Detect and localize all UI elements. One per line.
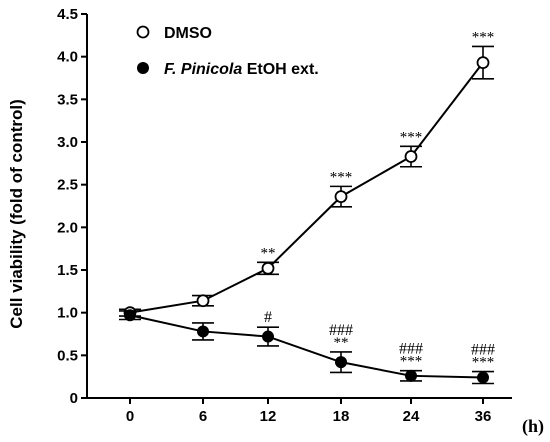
- legend-entry-dmso: DMSO: [164, 25, 212, 42]
- series-line: [129, 62, 484, 314]
- x-tick-label: 6: [199, 408, 207, 425]
- significance-label: ***: [472, 29, 495, 45]
- x-tick-label: 24: [403, 408, 420, 425]
- y-tick-label: 1.5: [57, 262, 78, 279]
- x-tick-label: 18: [333, 408, 350, 425]
- y-tick-label: 3.5: [57, 91, 78, 108]
- data-point-open: [404, 150, 418, 163]
- data-point-filled: [405, 369, 417, 382]
- y-tick-label: 0: [70, 390, 78, 407]
- x-tick-label: 12: [260, 408, 277, 425]
- hash-significance-label: #: [264, 309, 272, 326]
- hash-significance-label: ###: [471, 342, 495, 359]
- significance-label: ***: [472, 355, 495, 371]
- y-axis-label: Cell viability (fold of control): [7, 99, 26, 329]
- data-point-open: [476, 56, 490, 70]
- data-point-open: [261, 261, 275, 275]
- hash-significance-label: ###: [399, 341, 423, 358]
- data-point-filled: [262, 330, 274, 343]
- x-axis-unit: (h): [522, 416, 544, 437]
- axes: 0 0.5 1.0 1.5 2.0 2.5 3.0 3.5 4.0 4.5 0 6 12 18 24 36: [57, 6, 512, 425]
- series-line: [129, 314, 484, 379]
- legend-marker-filled-circle: [137, 62, 149, 74]
- significance-label: ***: [330, 169, 353, 185]
- significance-label: **: [334, 335, 349, 351]
- data-point-open: [334, 190, 348, 204]
- significance-label: ***: [400, 129, 423, 145]
- y-tick-label: 2.0: [57, 219, 78, 236]
- significance-label: **: [261, 245, 276, 261]
- legend-entry-extract-prefix: F. Pinicola: [164, 61, 242, 78]
- series-extract: #**###***###***###: [119, 309, 495, 385]
- legend-entry-extract-suffix: EtOH ext.: [242, 61, 318, 78]
- y-tick-label: 0.5: [57, 347, 78, 364]
- y-tick-label: 4.5: [57, 6, 78, 23]
- data-point-filled: [197, 325, 209, 338]
- legend-entry-extract: F. Pinicola EtOH ext.: [164, 61, 319, 78]
- data-point-filled: [335, 356, 347, 369]
- y-tick-label: 4.0: [57, 49, 78, 66]
- x-tick-label: 36: [475, 408, 492, 425]
- series-layer: ***********#**###***###***###: [119, 29, 495, 385]
- y-tick-label: 2.5: [57, 177, 78, 194]
- legend-marker-open-circle: [136, 25, 150, 39]
- significance-label: ***: [400, 354, 423, 370]
- y-tick-label: 1.0: [57, 305, 78, 322]
- data-point-filled: [477, 371, 489, 384]
- x-tick-label: 0: [126, 408, 134, 425]
- data-point-open: [196, 294, 210, 308]
- legend: DMSO F. Pinicola EtOH ext.: [136, 25, 319, 78]
- hash-significance-label: ###: [329, 322, 353, 339]
- y-tick-label: 3.0: [57, 134, 78, 151]
- data-point-filled: [124, 309, 136, 322]
